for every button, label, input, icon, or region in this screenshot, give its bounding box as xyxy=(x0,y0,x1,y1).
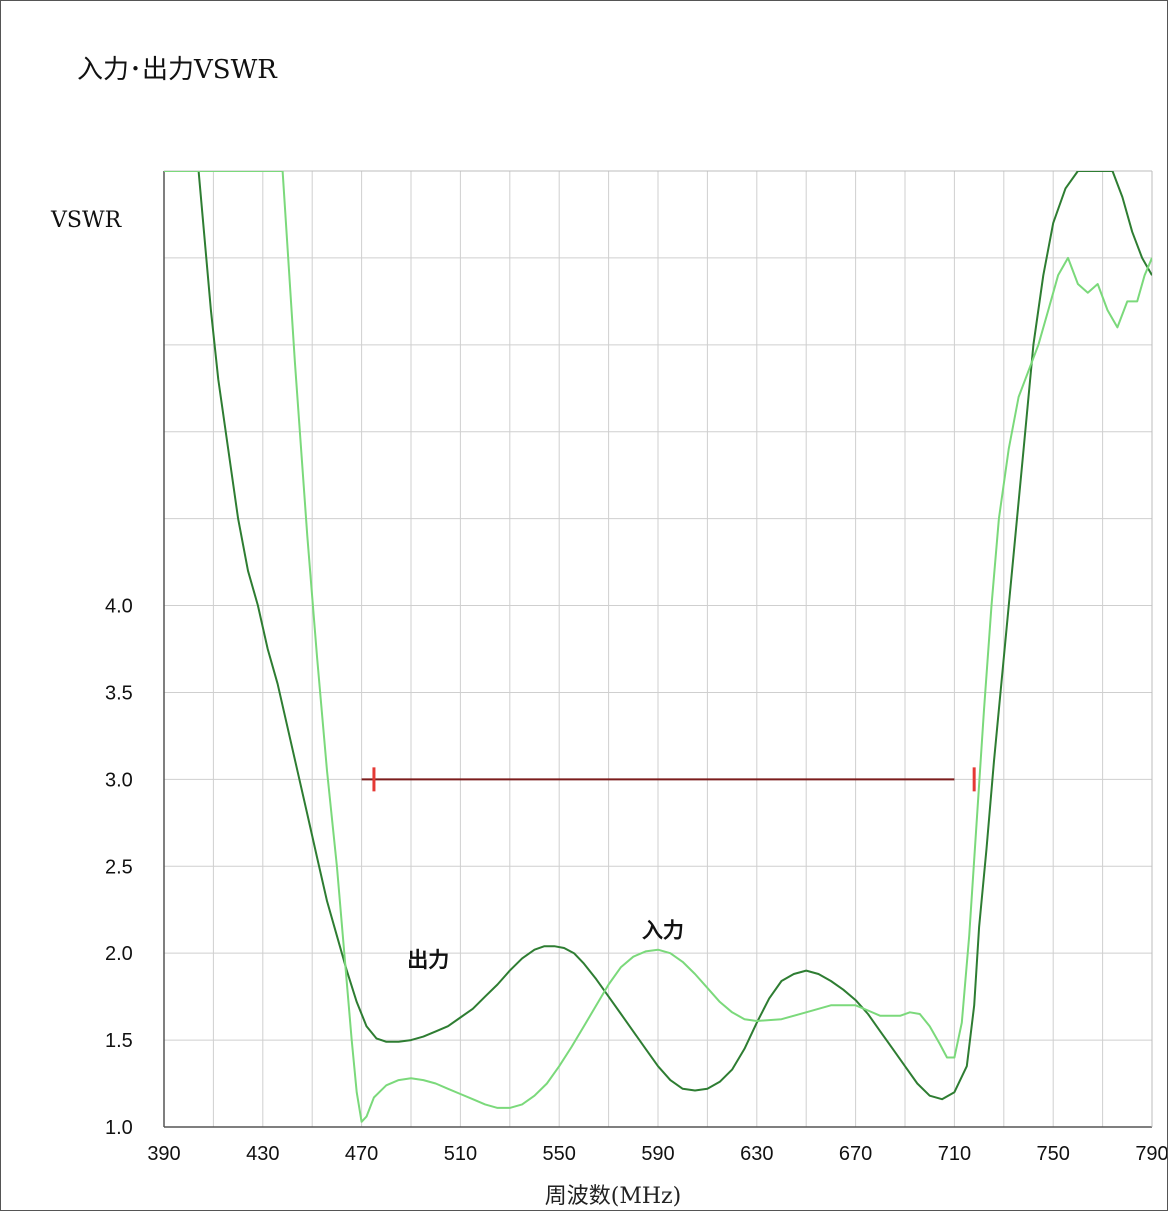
x-tick-label: 390 xyxy=(147,1143,180,1165)
x-tick-label: 590 xyxy=(641,1143,674,1165)
y-tick-label: 3.0 xyxy=(105,769,133,791)
y-tick-label: 1.5 xyxy=(105,1030,133,1052)
x-tick-label: 510 xyxy=(444,1143,477,1165)
x-axis-label: 周波数(MHz) xyxy=(545,1184,681,1209)
series-line-input xyxy=(164,171,1152,1123)
series-line-output xyxy=(164,171,1152,1101)
x-tick-label: 670 xyxy=(839,1143,872,1165)
y-tick-label: 4.0 xyxy=(105,596,133,618)
y-axis-label: VSWR xyxy=(50,208,123,233)
y-tick-label: 2.5 xyxy=(105,856,133,878)
x-tick-label: 710 xyxy=(938,1143,971,1165)
x-tick-label: 750 xyxy=(1037,1143,1070,1165)
series-label-input: 入力 xyxy=(642,919,684,943)
x-tick-label: 790 xyxy=(1135,1143,1167,1165)
y-tick-label: 1.0 xyxy=(105,1117,133,1139)
x-tick-label: 630 xyxy=(740,1143,773,1165)
y-tick-label: 3.5 xyxy=(105,682,133,704)
x-tick-label: 430 xyxy=(246,1143,279,1165)
y-tick-label: 2.0 xyxy=(105,943,133,965)
series-label-output: 出力 xyxy=(407,948,449,972)
chart-title: 入力･出力VSWR xyxy=(77,55,277,85)
x-tick-label: 470 xyxy=(345,1143,378,1165)
x-tick-label: 550 xyxy=(543,1143,576,1165)
